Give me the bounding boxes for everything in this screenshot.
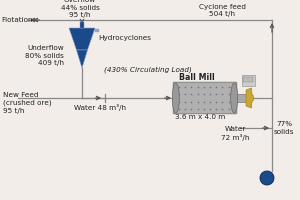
Bar: [243, 77, 253, 82]
Ellipse shape: [231, 83, 238, 113]
Text: (430% Circulating Load): (430% Circulating Load): [104, 67, 192, 73]
Text: Cyclone feed
504 t/h: Cyclone feed 504 t/h: [199, 3, 245, 17]
Text: Water
72 m³/h: Water 72 m³/h: [221, 126, 249, 141]
Text: Hydrocyclones: Hydrocyclones: [98, 35, 151, 41]
Circle shape: [260, 171, 274, 185]
FancyBboxPatch shape: [173, 82, 237, 114]
Text: 77%
solids: 77% solids: [274, 121, 294, 135]
Text: Water 48 m³/h: Water 48 m³/h: [74, 104, 126, 111]
Text: 3.6 m x 4.0 m: 3.6 m x 4.0 m: [175, 114, 225, 120]
Polygon shape: [76, 50, 88, 68]
Text: Underflow
80% solids
409 t/h: Underflow 80% solids 409 t/h: [25, 46, 64, 66]
Text: Overflow
44% solids
95 t/h: Overflow 44% solids 95 t/h: [61, 0, 99, 18]
Polygon shape: [69, 28, 95, 50]
Text: New Feed
(crushed ore)
95 t/h: New Feed (crushed ore) 95 t/h: [3, 92, 52, 114]
Bar: [80, 22, 84, 28]
FancyBboxPatch shape: [242, 75, 254, 86]
Text: Flotation: Flotation: [1, 17, 32, 23]
Bar: [95, 28, 99, 32]
Ellipse shape: [172, 83, 179, 113]
Text: Ball Mill: Ball Mill: [179, 73, 215, 82]
Bar: [236, 94, 246, 102]
Polygon shape: [246, 88, 253, 108]
